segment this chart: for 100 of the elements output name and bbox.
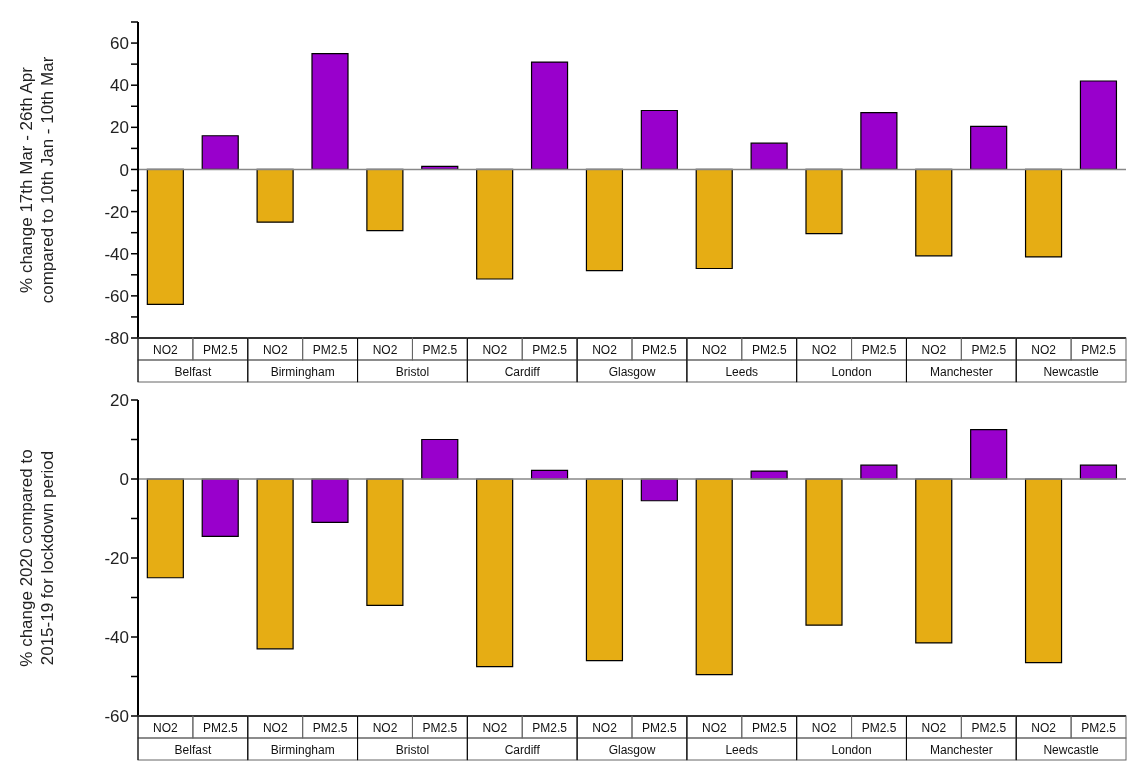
x-tick-label: PM2.5 [1081,343,1117,357]
y-tick-label: 0 [119,470,129,490]
text: Bristol [395,365,430,379]
x-tick-label: PM2.5 [422,721,458,735]
text: Newcastle [1043,743,1100,757]
y-tick-label: -80 [104,329,129,349]
y-tick-label: -60 [104,286,129,306]
y-axis-title: % change 17th Mar - 26th Apr compared to 10th Jan - 10th Mar [17,56,57,304]
y-axis-title: % change 2020 compared to 2015-19 for lockdown period [17,449,57,667]
text: Glasgow [608,743,656,757]
x-tick-label: NO2 [811,721,837,735]
bar [915,168,953,257]
text: Cardiff [504,743,541,757]
bar [421,438,459,480]
x-tick-label: PM2.5 [971,343,1007,357]
bar [201,478,239,537]
bar [585,168,624,272]
x-tick-label: NO2 [262,343,288,357]
x-tick-label: PM2.5 [1081,721,1117,735]
x-tick-label: PM2.5 [642,343,678,357]
x-tick-label: NO2 [153,343,179,357]
x-tick-label: PM2.5 [532,343,568,357]
bar [311,53,349,171]
bar [750,142,788,171]
y-tick-label: 20 [110,118,129,138]
x-tick-label: NO2 [372,343,398,357]
text: London [831,365,872,379]
text: Leeds [725,365,759,379]
bar [1024,168,1063,258]
x-tick-label: NO2 [262,721,288,735]
y-tick-label: 0 [119,160,129,180]
bar [860,111,898,171]
bar [585,478,624,662]
y-tick-label: -40 [104,244,129,264]
text: London [831,743,872,757]
text: Glasgow [608,365,656,379]
bar [530,61,569,171]
x-tick-label: NO2 [701,721,727,735]
y-tick-label: -20 [104,202,129,222]
bar [146,168,184,305]
y-tick-label: -60 [104,707,129,727]
bar [640,109,678,171]
bar [970,125,1008,171]
x-tick-label: PM2.5 [751,343,787,357]
text: Birmingham [270,743,335,757]
bar [695,478,733,676]
y-tick-label: -20 [104,549,129,569]
bar [805,168,843,235]
text: Manchester [929,743,993,757]
y-tick-label: 20 [110,391,129,411]
x-tick-label: PM2.5 [532,721,568,735]
x-tick-label: PM2.5 [202,721,238,735]
bar [1024,478,1063,664]
text: Manchester [929,365,993,379]
text: Bristol [395,743,430,757]
bar [311,478,349,524]
text: Cardiff [504,365,541,379]
bar [970,429,1008,480]
x-tick-label: NO2 [921,343,947,357]
text: Leeds [725,743,759,757]
x-tick-label: NO2 [372,721,398,735]
text: Belfast [174,365,212,379]
x-tick-label: PM2.5 [642,721,678,735]
y-tick-label: -40 [104,628,129,648]
x-tick-label: NO2 [482,343,508,357]
bar [640,478,678,502]
x-tick-label: NO2 [153,721,179,735]
bar [805,478,843,626]
bar [256,478,294,650]
text: Newcastle [1043,365,1100,379]
x-tick-label: NO2 [811,343,837,357]
text: Birmingham [270,365,335,379]
x-tick-label: NO2 [701,343,727,357]
bar [915,478,953,644]
bar [476,168,514,280]
x-tick-label: NO2 [921,721,947,735]
x-tick-label: PM2.5 [861,343,897,357]
bar [366,478,404,606]
x-tick-label: PM2.5 [422,343,458,357]
bar [256,168,294,223]
x-tick-label: NO2 [482,721,508,735]
x-tick-label: PM2.5 [971,721,1007,735]
y-tick-label: 60 [110,34,129,54]
x-tick-label: NO2 [1031,721,1057,735]
x-tick-label: NO2 [592,343,618,357]
x-tick-label: PM2.5 [202,343,238,357]
bar [366,168,404,232]
bar [201,135,239,171]
x-tick-label: NO2 [592,721,618,735]
x-tick-label: NO2 [1031,343,1057,357]
y-tick-label: 40 [110,76,129,96]
x-tick-label: PM2.5 [312,721,348,735]
bar [476,478,514,668]
text: Belfast [174,743,212,757]
x-tick-label: PM2.5 [751,721,787,735]
bar [1079,80,1118,171]
x-tick-label: PM2.5 [312,343,348,357]
bar [146,478,184,579]
bar [695,168,733,270]
x-tick-label: PM2.5 [861,721,897,735]
